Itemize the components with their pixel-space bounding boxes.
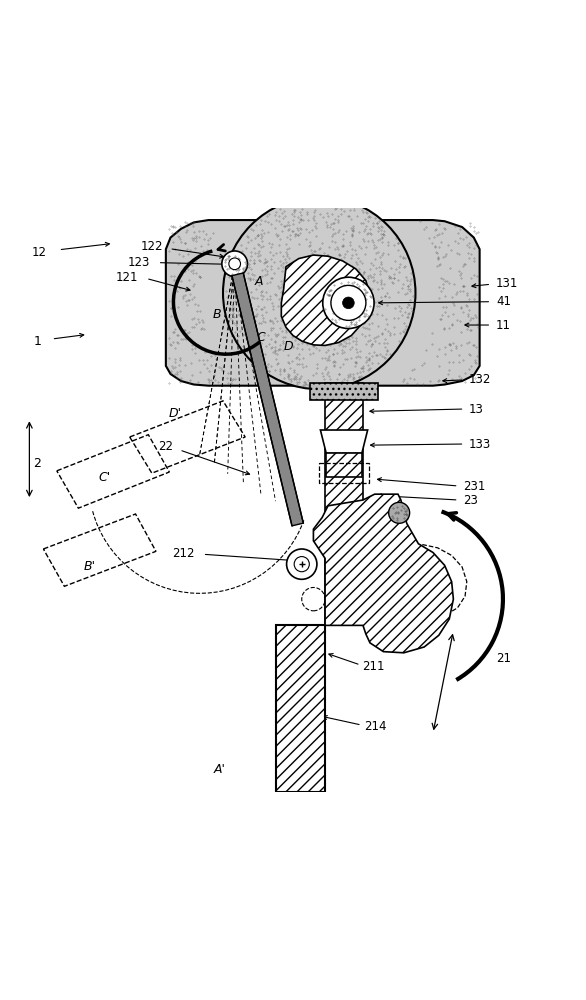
Text: 123: 123 [127, 256, 149, 269]
Text: A: A [255, 275, 264, 288]
Text: 23: 23 [464, 493, 478, 506]
Polygon shape [275, 625, 325, 792]
Circle shape [331, 285, 366, 320]
Circle shape [323, 277, 374, 329]
Text: 13: 13 [469, 403, 484, 416]
Text: 231: 231 [464, 480, 486, 493]
Text: D: D [284, 340, 293, 353]
Text: 12: 12 [32, 246, 47, 259]
Polygon shape [232, 273, 304, 526]
Text: C: C [257, 331, 265, 344]
Circle shape [223, 197, 415, 389]
Circle shape [343, 297, 355, 309]
Polygon shape [325, 383, 363, 625]
Circle shape [389, 502, 410, 523]
Text: 132: 132 [469, 373, 492, 386]
Polygon shape [166, 220, 479, 386]
Polygon shape [311, 383, 377, 400]
Polygon shape [281, 255, 370, 345]
Text: C': C' [98, 471, 110, 484]
Circle shape [287, 549, 317, 579]
Text: 1: 1 [33, 335, 42, 348]
Text: A': A' [213, 763, 226, 776]
Circle shape [294, 557, 309, 572]
Text: 21: 21 [496, 652, 511, 665]
Text: 122: 122 [141, 240, 163, 253]
Polygon shape [326, 453, 362, 477]
Text: B': B' [84, 560, 96, 573]
Text: 133: 133 [469, 438, 492, 451]
Text: 131: 131 [496, 277, 519, 290]
Text: 213: 213 [387, 511, 410, 524]
Text: 22: 22 [158, 440, 173, 453]
Text: 41: 41 [496, 295, 511, 308]
Text: 2: 2 [33, 457, 42, 470]
Text: 214: 214 [364, 720, 387, 733]
Text: 212: 212 [172, 547, 195, 560]
Text: D': D' [169, 407, 182, 420]
Text: 121: 121 [115, 271, 138, 284]
Polygon shape [321, 430, 367, 453]
Text: 11: 11 [496, 319, 511, 332]
Text: B: B [213, 308, 222, 321]
Circle shape [222, 251, 247, 277]
Text: 211: 211 [362, 660, 384, 673]
Circle shape [229, 258, 240, 270]
Polygon shape [314, 494, 454, 653]
